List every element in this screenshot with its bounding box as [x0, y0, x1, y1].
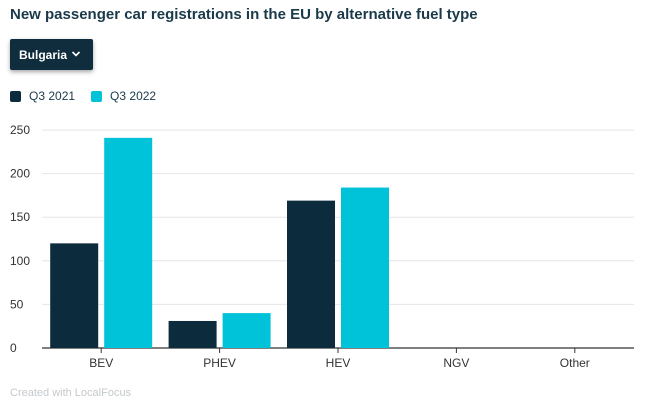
x-tick-label: BEV [89, 356, 113, 370]
legend-item-q3-2021: Q3 2021 [10, 89, 75, 103]
country-dropdown[interactable]: Bulgaria [10, 39, 93, 70]
legend-swatch-q3-2022 [91, 90, 103, 102]
y-tick-label: 0 [10, 341, 17, 355]
x-tick-label: NGV [443, 356, 469, 370]
x-tick-label: Other [560, 356, 590, 370]
legend: Q3 2021 Q3 2022 [10, 89, 172, 103]
legend-item-q3-2022: Q3 2022 [91, 89, 156, 103]
bar-phev-q3-2021 [168, 320, 217, 348]
legend-label-q3-2021: Q3 2021 [29, 89, 76, 103]
country-dropdown-label: Bulgaria [19, 47, 68, 62]
legend-swatch-q3-2021 [10, 90, 21, 102]
y-tick-label: 150 [10, 210, 30, 224]
y-tick-label: 100 [10, 254, 30, 268]
bar-bev-q3-2021 [50, 243, 99, 348]
y-tick-label: 200 [10, 167, 30, 181]
bar-phev-q3-2022 [222, 313, 271, 348]
x-tick-label: PHEV [203, 356, 236, 370]
y-tick-label: 50 [10, 297, 24, 311]
bar-hev-q3-2021 [287, 200, 335, 348]
bar-bev-q3-2022 [104, 137, 153, 348]
chart-title: New passenger car registrations in the E… [10, 6, 478, 23]
legend-label-q3-2022: Q3 2022 [110, 89, 157, 103]
x-tick-label: HEV [326, 356, 351, 370]
chevron-down-icon [71, 51, 81, 57]
y-tick-label: 250 [10, 123, 30, 137]
bar-hev-q3-2022 [341, 187, 389, 348]
footer-credit: Created with LocalFocus [10, 387, 132, 399]
